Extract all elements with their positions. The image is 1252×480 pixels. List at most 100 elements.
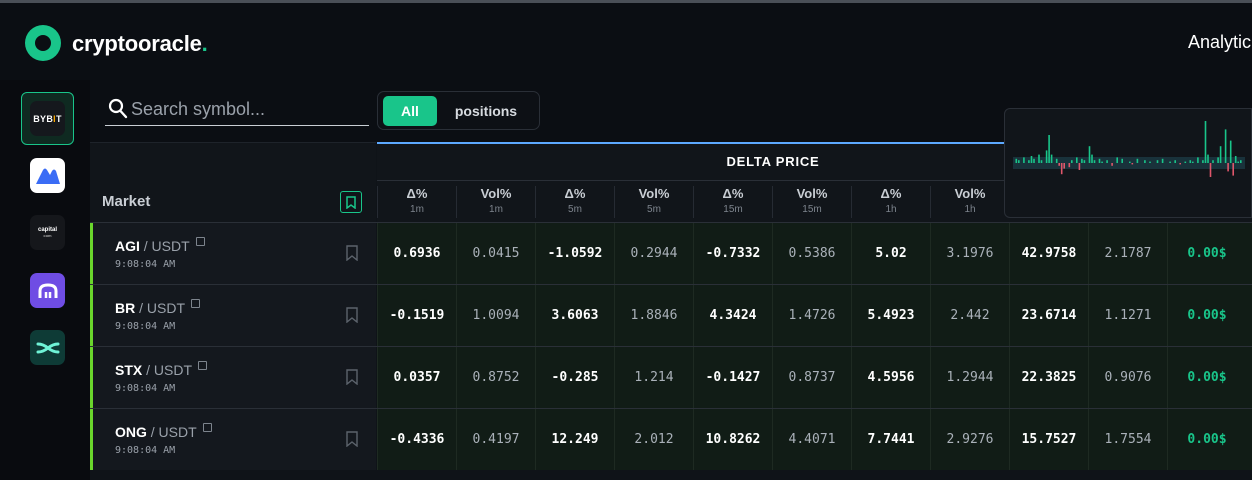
symbol-link[interactable]: STX / USDT [115,361,208,378]
column-header[interactable]: Vol% 15m [772,186,851,218]
pnl-value: 0.00$ [1167,285,1246,346]
external-link-icon[interactable] [191,299,201,308]
sparkline-bar [1136,158,1139,163]
update-time: 9:08:04 AM [115,259,176,270]
symbol-link[interactable]: ONG / USDT [115,423,212,440]
exchange-kucoin[interactable] [30,273,65,308]
column-interval: 5m [568,204,582,215]
sparkline-bar [1063,163,1065,169]
filter-positions-button[interactable]: positions [454,103,518,119]
volume-value: 0.8752 [456,347,535,408]
market-cell: STX / USDT 9:08:04 AM [90,347,376,408]
nav-analytics-link[interactable]: Analytic [1188,32,1252,52]
exchange-woo[interactable] [30,330,65,365]
sparkline-bar [1192,161,1194,163]
exchange-capital[interactable]: capital com [30,215,65,250]
quote-currency: / USDT [142,362,193,378]
sparkline-bar [1106,160,1108,163]
sparkline-bar [1055,158,1058,163]
volume-value: 0.9076 [1088,347,1167,408]
sparkline-bar [1018,160,1020,163]
search-icon [108,98,128,119]
delta-accent-bar [377,142,1007,144]
column-title: Vol% [954,186,986,201]
external-link-icon[interactable] [195,237,205,246]
bookmark-icon[interactable] [345,431,359,447]
table-row[interactable]: AGI / USDT 9:08:04 AM 0.6936 0.0415 -1.0592 0… [90,222,1252,284]
pnl-value: 0.00$ [1167,409,1246,470]
column-header[interactable]: Δ% 1h [851,186,930,218]
column-header[interactable]: Δ% 5m [535,186,614,218]
volume-value: 3.1976 [930,223,1009,284]
bookmark-icon[interactable] [345,307,359,323]
delta-value: 0.0357 [377,347,456,408]
column-title: Δ% [880,186,902,201]
delta-value: 5.4923 [851,285,930,346]
sparkline-bar [1060,163,1063,175]
bookmark-filter-button[interactable] [340,191,362,213]
bookmark-icon[interactable] [345,245,359,261]
column-interval: 5m [647,204,661,215]
sparkline-bar [1068,163,1071,168]
sparkline-bar [1081,158,1083,163]
app-header: cryptooracle. Analytic [0,3,1252,80]
table-row[interactable]: STX / USDT 9:08:04 AM 0.0357 0.8752 -0.285 1.… [90,346,1252,408]
symbol-link[interactable]: AGI / USDT [115,237,205,254]
volume-value: 1.214 [614,347,693,408]
external-link-icon[interactable] [202,423,212,432]
column-header[interactable]: Vol% 5m [614,186,693,218]
volume-sparkline-popup [1004,108,1252,218]
sparkline-bar [1121,158,1123,163]
volume-value: 1.4726 [772,285,851,346]
table-row[interactable]: ONG / USDT 9:08:04 AM -0.4336 0.4197 12.249 2… [90,408,1252,470]
column-header[interactable]: Vol% 1h [930,186,1009,218]
volume-value: 0.8737 [772,347,851,408]
sparkline-bar [1040,160,1043,163]
bookmark-icon[interactable] [345,369,359,385]
quote-currency: / USDT [139,238,190,254]
value-cells: 0.0357 0.8752 -0.285 1.214 -0.1427 0.8737 4.59… [377,347,1252,408]
sparkline-bar [1076,157,1078,163]
volume-value: 1.7554 [1088,409,1167,470]
symbol-name: AGI [115,238,140,254]
woo-icon [36,342,59,353]
sparkline-bar [1156,160,1159,163]
exchange-bybit-selected[interactable]: BYB I T [21,92,74,145]
sparkline-bar [1078,163,1081,170]
sparkline-bar [1091,154,1093,163]
delta-value: -0.7332 [693,223,772,284]
capital-sub-label: com [43,232,52,238]
exchange-coinex[interactable] [30,158,65,193]
header-divider [377,180,1252,181]
exchange-sidebar: BYB I T capital com [0,80,90,480]
volume-value: 0.5386 [772,223,851,284]
sparkline-bar [1116,157,1118,163]
column-header[interactable]: Δ% 15m [693,186,772,218]
delta-value: -0.1519 [377,285,456,346]
column-header[interactable]: Δ% 1m [377,186,456,218]
symbol-link[interactable]: BR / USDT [115,299,201,316]
filter-toggle: All positions [377,91,540,130]
sparkline-bar [1131,163,1134,165]
sparkline-bar [1189,160,1192,163]
sparkline-bar [1015,158,1018,163]
bybit-label-c: T [55,113,62,124]
sparkline-bar [1111,163,1113,166]
sparkline-bar [1149,161,1151,163]
brand-name[interactable]: cryptooracle. [72,31,208,57]
delta-value: 4.5956 [851,347,930,408]
filter-all-button[interactable]: All [383,96,437,126]
market-label[interactable]: Market [102,193,151,210]
volume-value: 2.9276 [930,409,1009,470]
bybit-label-a: BYB [33,113,54,124]
column-header[interactable]: Vol% 1m [456,186,535,218]
value-cells: -0.1519 1.0094 3.6063 1.8846 4.3424 1.4726 5.4… [377,285,1252,346]
symbol-name: BR [115,300,136,316]
external-link-icon[interactable] [198,361,208,370]
logo-icon[interactable] [25,25,61,61]
value-cells: 0.6936 0.0415 -1.0592 0.2944 -0.7332 0.5386 5.… [377,223,1252,284]
search-input[interactable] [131,95,367,123]
market-column-header: Market [90,142,376,222]
volume-value: 1.1271 [1088,285,1167,346]
table-row[interactable]: BR / USDT 9:08:04 AM -0.1519 1.0094 3.6063 1.… [90,284,1252,346]
